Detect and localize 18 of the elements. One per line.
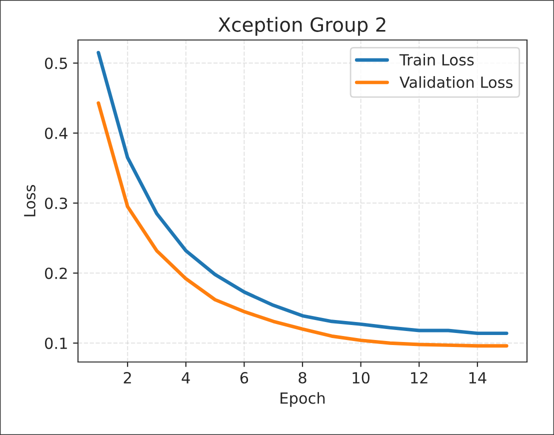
- y-tick-label: 0.5: [44, 58, 67, 70]
- x-tick-label: 4: [182, 372, 190, 384]
- x-tick-label: 12: [411, 372, 428, 384]
- x-tick-label: 6: [240, 372, 248, 384]
- y-tick-label: 0.4: [44, 128, 68, 140]
- chart-title: Xception Group 2: [218, 16, 386, 36]
- x-axis-title: Epoch: [280, 392, 325, 407]
- y-tick-label: 0.1: [44, 338, 67, 350]
- y-tick-label: 0.3: [44, 198, 68, 210]
- x-tick-label: 10: [352, 372, 370, 384]
- x-tick-label: 2: [124, 372, 131, 384]
- x-tick-label: 8: [298, 372, 306, 384]
- y-axis-title: Loss: [24, 184, 36, 216]
- x-tick-label: 14: [469, 372, 486, 384]
- y-tick-label: 0.2: [44, 268, 67, 280]
- legend-label: Validation Loss: [400, 76, 513, 88]
- legend-label: Train Loss: [399, 54, 474, 66]
- line-series: [96, 101, 508, 348]
